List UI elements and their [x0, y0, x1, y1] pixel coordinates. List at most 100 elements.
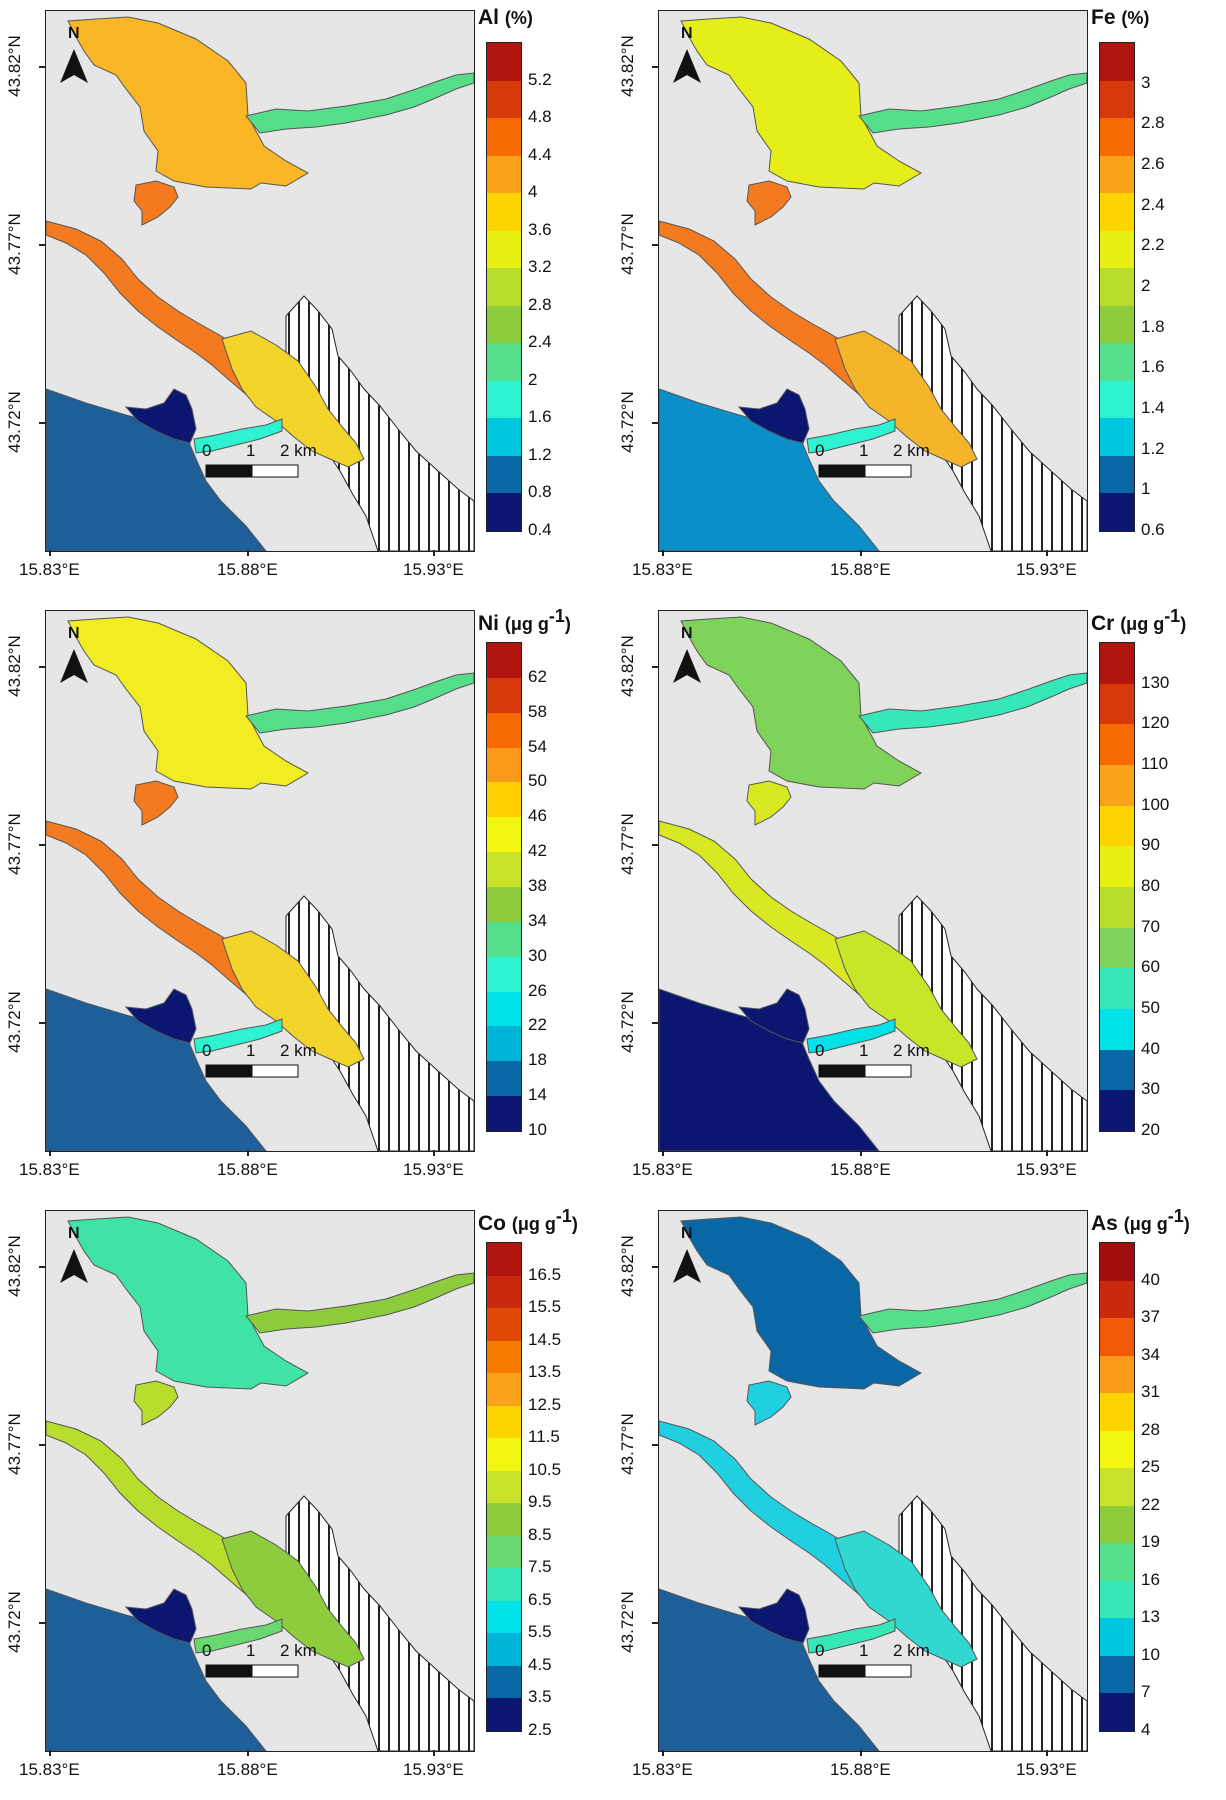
latitude-tick [652, 1022, 658, 1024]
legend-title: As (μg g-1) [1091, 1206, 1190, 1236]
color-swatch [487, 380, 521, 419]
sea-area [659, 988, 880, 1151]
scale-tick-label: 13 [1141, 1607, 1160, 1627]
color-swatch [487, 118, 521, 157]
scale-bar-light [251, 1064, 299, 1078]
color-swatch [487, 155, 521, 194]
scale-tick-label: 1.6 [528, 407, 552, 427]
sea-area [659, 1588, 880, 1751]
link-channel [133, 780, 179, 826]
lake-area [680, 616, 923, 790]
latitude-tick [652, 244, 658, 246]
color-swatch [487, 1698, 521, 1732]
map-svg [46, 616, 474, 1151]
color-swatch [487, 1633, 521, 1667]
map-svg [46, 16, 474, 551]
element-symbol: Al [478, 6, 499, 29]
scale-tick-label: 2 [528, 369, 538, 389]
unit-exponent: -1 [1164, 606, 1181, 626]
inlet-area [737, 988, 810, 1044]
element-symbol: Fe [1091, 6, 1116, 29]
latitude-tick [39, 1266, 45, 1268]
scale-bar-dark [205, 464, 253, 478]
latitude-label: 43.72°N [618, 1591, 637, 1653]
unit-label: (μg g [1123, 1214, 1168, 1234]
color-swatch [1100, 118, 1134, 157]
color-swatch [1100, 724, 1134, 766]
scale-bar-light [864, 464, 912, 478]
color-swatch [1100, 1243, 1134, 1282]
north-label: N [681, 25, 693, 42]
latitude-tick [652, 844, 658, 846]
scale-label: 2 km [893, 1041, 930, 1060]
color-swatch [1100, 805, 1134, 847]
scale-tick-label: 0.6 [1141, 520, 1165, 539]
scale-tick-label: 58 [528, 701, 547, 721]
color-swatch [487, 747, 521, 783]
longitude-tick [433, 1750, 435, 1756]
scale-tick-label: 2.8 [528, 294, 552, 314]
scale-tick-label: 22 [528, 1015, 547, 1035]
scale-tick-label: 14 [528, 1085, 547, 1105]
longitude-tick [247, 1750, 249, 1756]
east-arm [245, 72, 474, 134]
map-panel-al: N 0 1 2 km 43.82°N 43.77°N 43.72°N 15.83°E 15.88… [0, 0, 613, 600]
latitude-label: 43.77°N [5, 1413, 24, 1475]
color-swatch [1100, 155, 1134, 194]
scale-tick-label: 2.2 [1141, 235, 1165, 255]
color-swatch [1100, 1009, 1134, 1051]
color-swatch [487, 643, 521, 679]
lake-area [67, 1216, 310, 1390]
color-swatch [487, 43, 521, 82]
scale-tick-label: 54 [528, 736, 547, 756]
latitude-label: 43.72°N [5, 1591, 24, 1653]
legend-title: Al (%) [478, 6, 533, 30]
sea-area [46, 388, 267, 551]
longitude-label: 15.88°E [830, 1160, 891, 1179]
scale-tick-label: 1.6 [1141, 357, 1165, 377]
scale-bar-dark [818, 1664, 866, 1678]
latitude-tick [39, 1444, 45, 1446]
color-swatch [487, 493, 521, 532]
longitude-label: 15.93°E [1016, 560, 1077, 579]
scale-tick-label: 10 [528, 1120, 547, 1139]
southwest-arm [806, 1618, 896, 1654]
link-channel [133, 180, 179, 226]
latitude-label: 43.77°N [5, 213, 24, 275]
inlet-area [124, 988, 197, 1044]
color-swatch [487, 991, 521, 1027]
color-swatch [1100, 968, 1134, 1010]
scale-tick-label: 3 [1141, 72, 1151, 92]
scale-label: 0 [815, 1041, 825, 1060]
scale-tick-label: 2 [1141, 276, 1151, 295]
longitude-label: 15.83°E [632, 1760, 693, 1779]
color-swatch [1100, 1618, 1134, 1657]
scale-tick-label: 7 [1141, 1682, 1151, 1702]
color-scale-bar [486, 642, 522, 1132]
color-swatch [487, 852, 521, 888]
latitude-label: 43.82°N [618, 635, 637, 697]
north-arrow-icon [673, 649, 701, 683]
north-arrow-icon [673, 49, 701, 83]
scale-label: 1 [859, 1641, 869, 1660]
longitude-tick [662, 1150, 664, 1156]
color-swatch [1100, 1090, 1134, 1132]
longitude-tick [860, 1750, 862, 1756]
color-swatch [1100, 43, 1134, 82]
inlet-area [737, 1588, 810, 1644]
latitude-tick [39, 422, 45, 424]
map-frame: N 0 1 2 km [658, 1210, 1088, 1752]
longitude-label: 15.88°E [217, 1760, 278, 1779]
latitude-label: 43.82°N [5, 1235, 24, 1297]
color-swatch [487, 1665, 521, 1699]
scale-tick-label: 10.5 [528, 1459, 562, 1479]
scale-tick-label: 40 [1141, 1038, 1160, 1058]
scale-tick-label: 1.8 [1141, 316, 1165, 336]
color-swatch [487, 782, 521, 818]
map-svg [659, 16, 1087, 551]
scale-tick-label: 2.4 [1141, 194, 1165, 214]
color-swatch [1100, 1280, 1134, 1319]
scale-tick-label: 80 [1141, 876, 1160, 895]
color-swatch [487, 956, 521, 993]
basin-area [834, 930, 978, 1068]
